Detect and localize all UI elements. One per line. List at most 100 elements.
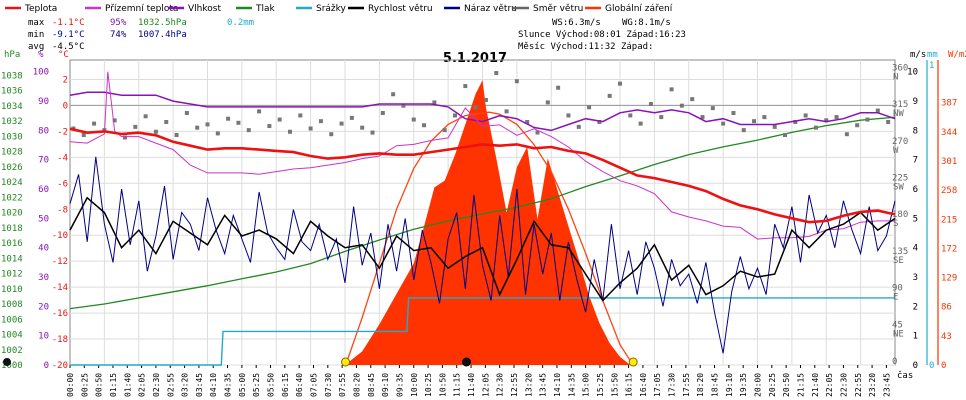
x-tick-label: 04:10 — [209, 373, 218, 397]
info-wg: WG:8.1m/s — [622, 18, 671, 28]
wind-direction-point — [277, 117, 282, 122]
wm2-tick-label: 43 — [941, 332, 952, 342]
info-moon: Měsíc Východ:11:32 Západ: — [518, 42, 653, 52]
pct-tick-label: 100 — [33, 68, 49, 78]
wind-direction-point — [153, 129, 158, 134]
hpa-tick-label: 1014 — [1, 254, 23, 264]
stat-max-press: 1032.5hPa — [138, 18, 187, 28]
wind-direction-point — [215, 131, 220, 136]
hpa-tick-label: 1022 — [1, 193, 23, 203]
wind-direction-point — [783, 133, 787, 138]
legend-label: Srážky — [316, 4, 347, 14]
pct-tick-label: 70 — [38, 156, 49, 166]
x-tick-label: 21:40 — [811, 373, 820, 397]
wind-direction-point — [556, 85, 561, 90]
x-tick-label: 03:20 — [181, 373, 190, 397]
stat-min-label: min — [28, 30, 44, 40]
pct-tick-label: 40 — [38, 244, 49, 254]
temp-tick-label: -4 — [57, 153, 68, 163]
x-tick-label: 12:30 — [496, 373, 505, 397]
x-tick-label: 00:50 — [95, 373, 104, 397]
x-tick-label: 09:10 — [381, 373, 390, 397]
wind-direction-point — [762, 115, 767, 120]
x-tick-label: 18:45 — [711, 373, 720, 397]
wind-direction-point — [648, 102, 653, 107]
wind-direction-point — [164, 119, 169, 124]
wind-direction-point — [587, 105, 592, 110]
wind-direction-point — [226, 116, 231, 121]
hpa-tick-label: 1018 — [1, 224, 23, 234]
temp-tick-label: -14 — [52, 283, 68, 293]
wind-direction-point — [267, 124, 272, 129]
stat-max-temp: -1.1°C — [52, 18, 85, 28]
wind-direction-point — [514, 79, 519, 84]
wind-direction-point — [875, 108, 880, 113]
dir-compass-label: SW — [893, 183, 904, 193]
axis-label-time: čas — [897, 370, 913, 381]
temp-tick-label: -20 — [52, 361, 68, 371]
hpa-tick-label: 1030 — [1, 132, 23, 142]
wind-direction-point — [710, 106, 715, 111]
temp-tick-label: -12 — [52, 257, 68, 267]
wind-direction-point — [813, 125, 818, 130]
dir-tick-label: 0 — [892, 357, 897, 367]
wind-direction-point — [772, 124, 777, 129]
stat-max-label: max — [28, 18, 45, 28]
solar-theoretical-line — [345, 111, 634, 366]
temp-tick-label: -16 — [52, 309, 68, 319]
wm2-tick-label: 0 — [941, 361, 946, 371]
axis-label-mm: mm — [927, 50, 938, 60]
x-tick-label: 05:25 — [252, 373, 261, 397]
axis-label-wm2: W/m2 — [948, 50, 966, 60]
wind-direction-point — [752, 119, 757, 124]
wind-direction-point — [422, 123, 427, 128]
wm2-tick-label: 387 — [941, 99, 957, 109]
wind-direction-point — [844, 132, 849, 137]
dir-tick-label: 225 — [892, 174, 908, 184]
plot-markers — [3, 357, 638, 367]
wind-direction-point — [380, 111, 385, 116]
x-tick-label: 20:25 — [768, 373, 777, 397]
humidity-line — [69, 91, 896, 132]
x-tick-label: 10:00 — [410, 373, 419, 397]
hpa-tick-label: 1038 — [1, 71, 23, 81]
ms-tick-label: 4 — [913, 244, 918, 254]
pressure-line — [69, 116, 896, 310]
temperature-line — [69, 127, 896, 224]
ms-tick-label: 0 — [913, 361, 918, 371]
x-tick-label: 05:50 — [267, 373, 276, 397]
x-tick-label: 14:35 — [567, 373, 576, 397]
x-tick-label: 05:00 — [238, 373, 247, 397]
info-ws: WS:6.3m/s — [552, 18, 601, 28]
wind-direction-point — [432, 100, 437, 105]
axis-label-ms: m/s — [910, 50, 926, 60]
x-tick-label: 19:10 — [725, 373, 734, 397]
x-tick-label: 17:05 — [653, 373, 662, 397]
wind-direction-point — [741, 128, 746, 133]
axis-label-temp: °C — [58, 50, 69, 60]
wind-direction-point — [391, 92, 396, 97]
sunrise-marker — [341, 357, 351, 367]
x-tick-label: 15:00 — [582, 373, 591, 397]
wm2-tick-label: 129 — [941, 274, 957, 284]
stat-max-rain: 0.2mm — [227, 18, 254, 28]
hpa-tick-label: 1016 — [1, 239, 23, 249]
mm-tick-label: 1 — [929, 61, 934, 71]
wind-direction-point — [257, 109, 262, 114]
ms-tick-label: 8 — [913, 126, 918, 136]
wind-direction-point — [349, 115, 354, 120]
wind-direction-point — [638, 121, 643, 126]
hpa-tick-label: 1002 — [1, 346, 23, 356]
wind-direction-point — [339, 121, 344, 126]
dir-tick-label: 180 — [892, 210, 908, 220]
info-sun: Slunce Východ:08:01 Západ:16:23 — [518, 30, 686, 40]
stats-block: max -1.1°C 95% 1032.5hPa 0.2mm min -9.1°… — [28, 18, 686, 52]
x-tick-label: 11:15 — [453, 373, 462, 397]
stat-min-temp: -9.1°C — [52, 30, 85, 40]
wind-direction-point — [483, 97, 488, 102]
x-tick-label: 17:30 — [668, 373, 677, 397]
x-tick-label: 04:35 — [224, 373, 233, 397]
x-tick-label: 02:55 — [166, 373, 175, 397]
wind-direction-point — [81, 133, 86, 138]
dir-compass-label: W — [893, 146, 899, 156]
